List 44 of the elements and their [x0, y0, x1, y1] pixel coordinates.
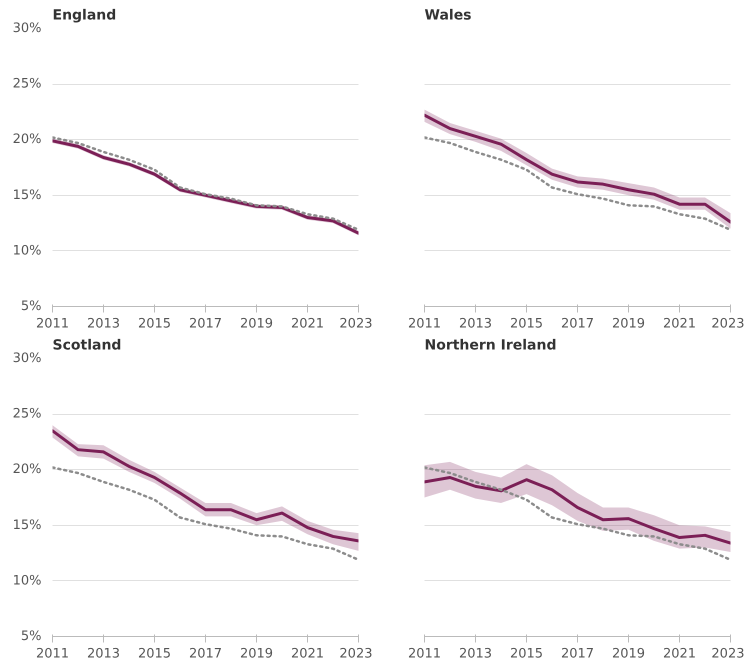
x-tick-label: 2017 [560, 646, 594, 661]
y-tick-label: 5% [20, 299, 42, 314]
x-tick-label: 2019 [240, 316, 274, 332]
x-tick-label: 2023 [711, 316, 745, 332]
x-tick-label: 2019 [240, 646, 274, 661]
x-tick-label: 2011 [408, 316, 442, 332]
y-tick-label: 30% [12, 351, 42, 366]
y-tick-label: 15% [12, 518, 42, 533]
x-tick-label: 2015 [510, 646, 544, 661]
y-tick-label: 10% [12, 573, 42, 588]
x-tick-label: 2023 [711, 646, 745, 661]
y-tick-label: 15% [12, 188, 42, 203]
y-tick-label: 20% [12, 462, 42, 478]
chart-title: Northern Ireland [424, 338, 556, 354]
x-tick-label: 2019 [612, 316, 646, 332]
x-tick-label: 2021 [290, 646, 324, 661]
x-tick-label: 2023 [339, 316, 373, 332]
x-tick-label: 2021 [662, 646, 696, 661]
y-tick-label: 10% [12, 243, 42, 258]
x-tick-label: 2011 [408, 646, 442, 661]
chart-title: Scotland [52, 338, 122, 354]
y-tick-label: 25% [12, 76, 42, 92]
x-tick-label: 2019 [612, 646, 646, 661]
x-tick-label: 2023 [339, 646, 373, 661]
x-tick-label: 2015 [510, 316, 544, 332]
x-tick-label: 2013 [458, 316, 492, 332]
x-tick-label: 2015 [138, 646, 172, 661]
x-tick-label: 2021 [290, 316, 324, 332]
x-tick-label: 2017 [188, 316, 222, 332]
y-tick-label: 5% [20, 629, 42, 644]
y-tick-label: 20% [12, 132, 42, 148]
x-tick-label: 2021 [662, 316, 696, 332]
x-tick-label: 2013 [86, 646, 120, 661]
x-tick-label: 2011 [36, 646, 70, 661]
x-tick-label: 2017 [188, 646, 222, 661]
x-tick-label: 2011 [36, 316, 70, 332]
y-tick-label: 30% [12, 21, 42, 36]
chart-title: England [52, 8, 116, 24]
chart-title: Wales [424, 8, 472, 24]
x-tick-label: 2015 [138, 316, 172, 332]
x-tick-label: 2013 [458, 646, 492, 661]
y-tick-label: 25% [12, 406, 42, 422]
x-tick-label: 2017 [560, 316, 594, 332]
x-tick-label: 2013 [86, 316, 120, 332]
